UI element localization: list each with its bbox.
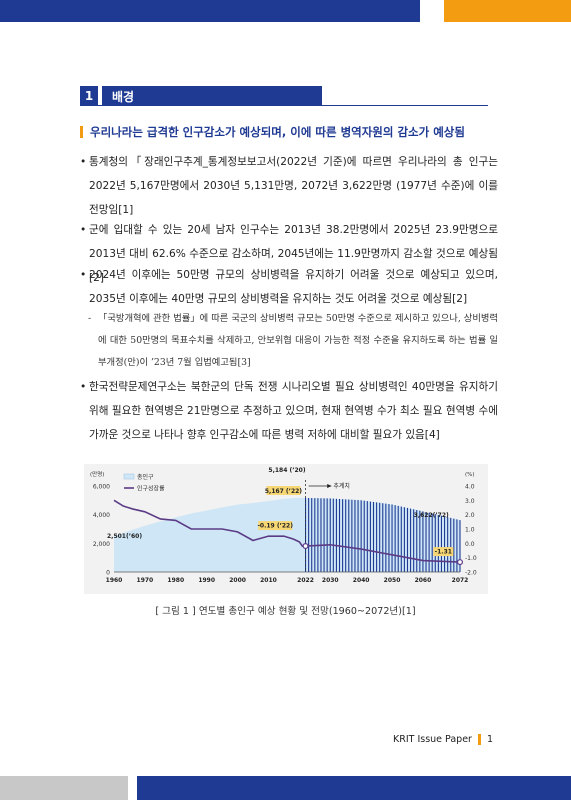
- annotation-growth-2072-bg: [433, 547, 454, 557]
- x-tick-label: 2050: [384, 577, 401, 584]
- y-left-tick-label: 2,000: [93, 541, 110, 548]
- bullet-text: 통계청의「장래인구추계_통계정보보고서(2022년 기준)에 따르면 우리나라의…: [89, 156, 498, 216]
- x-tick-label: 2000: [229, 577, 246, 584]
- x-tick-label: 2040: [353, 577, 370, 584]
- projection-label: 추계치: [333, 482, 350, 490]
- bullet-dot: •: [80, 381, 87, 393]
- footer: KRIT Issue Paper 1: [393, 734, 493, 745]
- sub-bullet-text: 「국방개혁에 관한 법률」에 따른 국군의 상비병력 규모는 50만명 수준으로…: [98, 313, 498, 368]
- population-chart-svg: 6,000 4,000 2,000 0 (만명) 4.0 3.0 2.0 1.0 0.0 -1.0 -…: [90, 467, 477, 584]
- sub-bullet: - 「국방개혁에 관한 법률」에 따른 국군의 상비병력 규모는 50만명 수준…: [88, 308, 498, 374]
- bullet-text: 한국전략문제연구소는 북한군의 단독 전쟁 시나리오별 필요 상비병력인 40만…: [89, 381, 498, 441]
- bullet-dot: •: [80, 156, 87, 168]
- footer-label: KRIT Issue Paper: [393, 734, 472, 745]
- y-left-tick-label: 4,000: [93, 512, 110, 519]
- footer-divider: [477, 734, 481, 745]
- annotation-2072: 3,622(’72): [414, 512, 449, 519]
- top-decor-bar-navy: [0, 0, 420, 22]
- legend-swatch-population: [123, 473, 135, 480]
- y-left-tick-label: 0: [106, 570, 110, 577]
- section-title: 배경: [102, 86, 322, 106]
- legend-label-population: 총인구: [137, 473, 154, 481]
- bottom-decor-bar-gray: [0, 776, 128, 800]
- y-right-tick-label: 4.0: [465, 484, 475, 491]
- bullet-3: • 2024년 이후에는 50만명 규모의 상비병력을 유지하기 어려울 것으로…: [80, 263, 498, 311]
- top-decor-bar-orange: [444, 0, 571, 22]
- y-right-tick-label: 0.0: [465, 541, 475, 548]
- x-tick-label: 1960: [106, 577, 123, 584]
- growth-rate-line: [113, 499, 461, 563]
- y-right-tick-label: 2.0: [465, 512, 475, 519]
- sub-bullet-dash: -: [88, 313, 92, 324]
- y-right-tick-label: 1.0: [465, 527, 475, 534]
- y-right-unit: (%): [465, 472, 475, 478]
- footer-page-number: 1: [486, 734, 493, 745]
- annotation-growth-2022-bg: [258, 521, 293, 531]
- subheading-text: 우리나라는 급격한 인구감소가 예상되며, 이에 따른 병역자원의 감소가 예상…: [90, 125, 465, 139]
- annotation-2022: 5,167 (’22): [265, 488, 302, 495]
- y-right-tick-label: 3.0: [465, 498, 475, 505]
- x-tick-label: 2072: [452, 577, 469, 584]
- x-tick-label: 2060: [415, 577, 432, 584]
- section-number: 1: [80, 86, 98, 106]
- x-tick-label: 2022: [297, 577, 314, 584]
- y-left-tick-label: 6,000: [93, 484, 110, 491]
- population-area: [114, 497, 460, 572]
- x-tick-label: 1980: [167, 577, 184, 584]
- x-tick-label: 1970: [137, 577, 154, 584]
- annotation-growth-2072: -1.31: [435, 549, 452, 556]
- annotation-2022-bg: [266, 486, 301, 495]
- annotation-1960: 2,501(’60): [107, 533, 142, 540]
- bullet-text: 군에 입대할 수 있는 20세 남자 인구수는 2013년 38.2만명에서 2…: [89, 224, 498, 284]
- section-rule: [98, 105, 488, 106]
- annotation-growth-2022: -0.19 (’22): [257, 523, 293, 530]
- growth-point-2022: [302, 543, 309, 550]
- population-chart: 6,000 4,000 2,000 0 (만명) 4.0 3.0 2.0 1.0 0.0 -1.0 -…: [84, 464, 488, 594]
- bullet-4: • 한국전략문제연구소는 북한군의 단독 전쟁 시나리오별 필요 상비병력인 4…: [80, 375, 498, 447]
- figure-caption: [ 그림 1 ] 연도별 총인구 예상 현황 및 전망(1960~2072년)[…: [155, 606, 416, 617]
- annotation-2020: 5,184 (’20): [268, 467, 305, 474]
- y-right-tick-label: -2.0: [465, 570, 477, 577]
- x-tick-label: 2030: [322, 577, 339, 584]
- y-right-tick-label: -1.0: [465, 555, 477, 562]
- legend-label-growth: 인구성장률: [137, 485, 165, 493]
- x-tick-label: 1990: [198, 577, 215, 584]
- bottom-decor-bar-navy: [137, 776, 571, 800]
- bullet-2: • 군에 입대할 수 있는 20세 남자 인구수는 2013년 38.2만명에서…: [80, 218, 498, 290]
- projection-arrow-head: [327, 484, 332, 488]
- x-tick-label: 2010: [260, 577, 277, 584]
- section-header: 1 배경: [80, 86, 488, 106]
- subheading-marker: [80, 126, 83, 138]
- bullet-text: 2024년 이후에는 50만명 규모의 상비병력을 유지하기 어려울 것으로 예…: [89, 269, 498, 305]
- growth-point-2072: [457, 559, 464, 566]
- bullet-1: • 통계청의「장래인구추계_통계정보보고서(2022년 기준)에 따르면 우리나…: [80, 150, 498, 222]
- y-left-unit: (만명): [90, 470, 104, 478]
- subheading: 우리나라는 급격한 인구감소가 예상되며, 이에 따른 병역자원의 감소가 예상…: [80, 124, 465, 140]
- bullet-dot: •: [80, 269, 87, 281]
- bullet-dot: •: [80, 224, 87, 236]
